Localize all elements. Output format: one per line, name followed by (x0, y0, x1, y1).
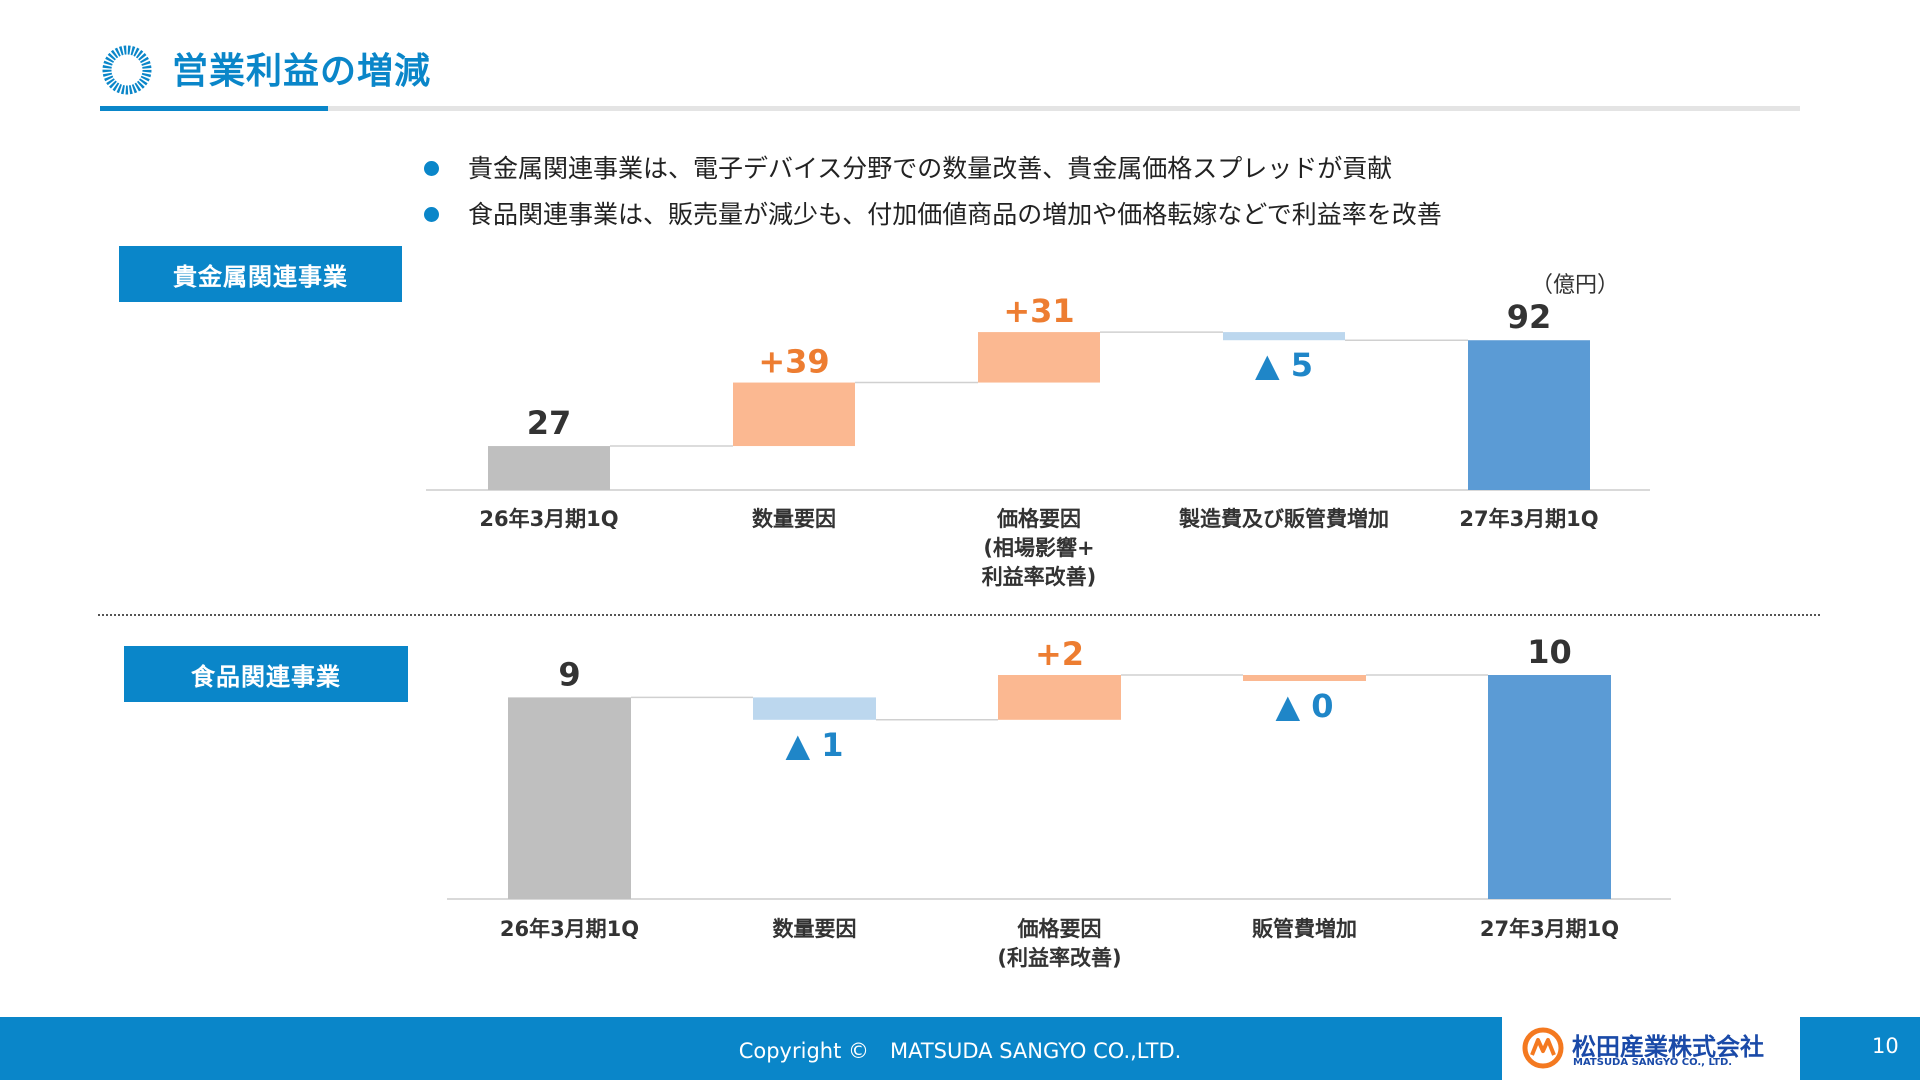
summary-bullets: 貴金属関連事業は、電子デバイス分野での数量改善、貴金属価格スプレッドが貢献 食品… (424, 146, 1442, 238)
waterfall-bar (1223, 332, 1345, 341)
category-label: 27年3月期1Q (1459, 507, 1598, 531)
data-label: +39 (758, 343, 829, 381)
category-label: 価格要因 (1017, 917, 1102, 941)
data-label: 92 (1507, 298, 1552, 336)
waterfall-bar (733, 382, 855, 447)
waterfall-bar (998, 675, 1121, 720)
category-label: 製造費及び販管費増加 (1178, 507, 1389, 531)
category-label: (利益率改善) (997, 946, 1121, 970)
title-ring-icon (102, 45, 152, 95)
waterfall-bar (753, 697, 876, 720)
page-title: 営業利益の増減 (172, 51, 432, 92)
waterfall-bar (978, 332, 1100, 383)
data-label: +31 (1003, 292, 1074, 330)
data-label: +2 (1035, 635, 1084, 673)
data-label: ▲ 0 (1275, 687, 1333, 725)
bullet-text: 食品関連事業は、販売量が減少も、付加価値商品の増加や価格転嫁などで利益率を改善 (468, 200, 1442, 229)
section-label-precious-metals: 貴金属関連事業 (119, 246, 402, 302)
bullet-dot-icon (424, 207, 439, 222)
category-label: 数量要因 (752, 507, 836, 531)
waterfall-bar (1243, 675, 1366, 681)
company-name-en: MATSUDA SANGYO CO., LTD. (1573, 1057, 1733, 1068)
waterfall-bar (1488, 675, 1611, 899)
title-underline (100, 106, 1800, 111)
category-label: 26年3月期1Q (500, 917, 639, 941)
category-label: (相場影響+ (983, 536, 1094, 560)
category-label: 数量要因 (773, 917, 857, 941)
bullet-dot-icon (424, 161, 439, 176)
category-label: 26年3月期1Q (479, 507, 618, 531)
data-label: 27 (527, 404, 572, 442)
section-label-food: 食品関連事業 (124, 646, 408, 702)
waterfall-bar (508, 697, 631, 899)
company-logo-icon (1522, 1027, 1564, 1069)
bullet-text: 貴金属関連事業は、電子デバイス分野での数量改善、貴金属価格スプレッドが貢献 (468, 154, 1393, 183)
company-name: 松田産業株式会社 (1572, 1033, 1764, 1061)
data-label: ▲ 5 (1255, 346, 1313, 384)
category-label: 利益率改善) (982, 565, 1097, 589)
company-logo: 松田産業株式会社 MATSUDA SANGYO CO., LTD. (1502, 1017, 1800, 1080)
bullet-item: 貴金属関連事業は、電子デバイス分野での数量改善、貴金属価格スプレッドが貢献 (424, 146, 1442, 192)
unit-label: （億円） (1531, 273, 1619, 298)
data-label: 9 (558, 655, 580, 693)
category-label: 販管費増加 (1252, 917, 1357, 941)
title-underline-accent (100, 106, 328, 111)
waterfall-bar (488, 446, 610, 490)
category-label: 価格要因 (996, 507, 1081, 531)
category-label: 27年3月期1Q (1480, 917, 1619, 941)
waterfall-bar (1468, 340, 1590, 490)
section-separator (98, 614, 1820, 616)
data-label: 10 (1527, 633, 1572, 671)
data-label: ▲ 1 (785, 726, 843, 764)
copyright-text: Copyright © MATSUDA SANGYO CO.,LTD. (738, 1039, 1182, 1063)
page-number: 10 (1872, 1034, 1899, 1058)
bullet-item: 食品関連事業は、販売量が減少も、付加価値商品の増加や価格転嫁などで利益率を改善 (424, 192, 1442, 238)
